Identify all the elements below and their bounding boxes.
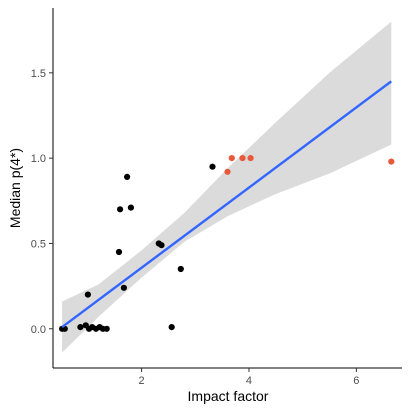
data-point-1-0: [224, 168, 231, 175]
y-tick-label: 1.0: [31, 153, 46, 165]
x-axis-title: Impact factor: [188, 388, 269, 404]
data-point-0-10: [84, 291, 91, 298]
regression-line: [61, 80, 392, 329]
y-tick-label: 1.5: [31, 68, 46, 80]
data-point-0-17: [158, 242, 165, 249]
y-axis-title: Median p(4*): [7, 148, 23, 228]
data-point-0-9: [103, 325, 110, 332]
x-tick-label: 6: [353, 375, 359, 387]
confidence-band: [62, 21, 392, 353]
data-point-1-3: [247, 155, 254, 162]
data-point-0-19: [177, 265, 184, 273]
data-point-1-1: [228, 155, 235, 162]
data-point-1-4: [388, 158, 395, 165]
data-point-0-12: [117, 206, 124, 213]
axes: 2 4 6 0.0 0.5 1.0 1.5: [31, 8, 402, 387]
data-point-0-2: [77, 324, 84, 331]
data-point-0-13: [120, 284, 127, 291]
data-point-1-2: [239, 155, 246, 162]
data-point-0-14: [124, 173, 131, 180]
y-tick-label: 0.0: [31, 324, 46, 336]
data-point-0-11: [115, 248, 123, 256]
y-tick-label: 0.5: [31, 238, 46, 250]
x-tick-label: 2: [139, 375, 145, 387]
plot-area: [59, 21, 395, 353]
data-point-0-15: [127, 204, 134, 211]
x-tick-label: 4: [246, 375, 252, 387]
data-point-0-20: [209, 163, 216, 170]
data-point-0-18: [168, 324, 175, 331]
